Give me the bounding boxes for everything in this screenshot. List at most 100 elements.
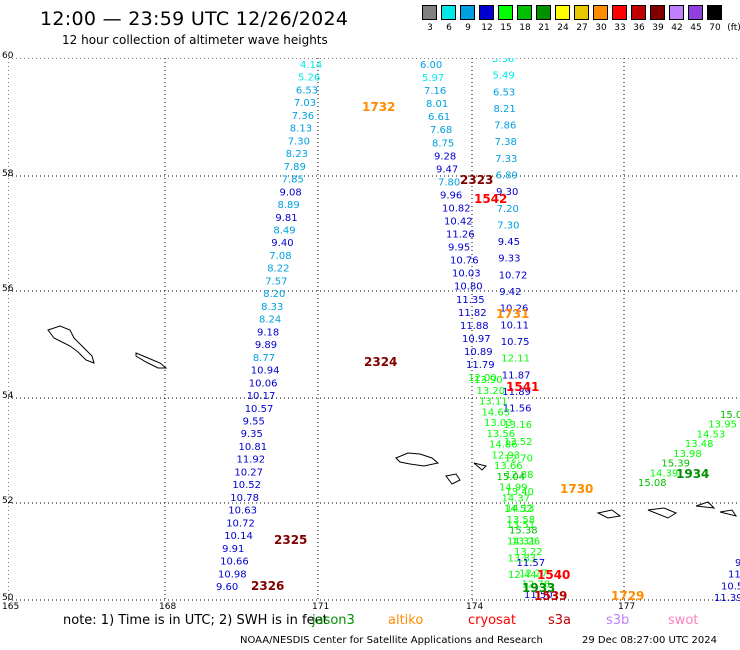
- wave-reading: 6.61: [428, 112, 450, 123]
- legend-swatch: [479, 5, 494, 20]
- wave-reading: 10.5: [721, 581, 740, 592]
- wave-reading: 8.89: [278, 200, 300, 211]
- wave-reading: 9.45: [498, 237, 520, 248]
- wave-reading: 7.86: [494, 121, 516, 132]
- wave-reading: 5.49: [493, 71, 515, 82]
- wave-reading: 7.03: [294, 98, 316, 109]
- wave-reading: 10.81: [239, 442, 268, 453]
- wave-reading: 14.37: [502, 493, 531, 504]
- wave-reading: 13.03: [484, 418, 513, 429]
- legend-label: 42: [671, 23, 683, 33]
- island-outline: [445, 473, 461, 485]
- wave-reading: 13.98: [673, 449, 702, 460]
- pass-time-label: 2323: [460, 173, 493, 187]
- pass-time-label: 1542: [474, 192, 507, 206]
- wave-reading: 7.20: [497, 204, 519, 215]
- wave-reading: 9.42: [499, 287, 521, 298]
- wave-reading: 10.72: [499, 270, 528, 281]
- wave-reading: 9.08: [280, 187, 302, 198]
- wave-reading: 13.20: [477, 386, 506, 397]
- wave-reading: 8.22: [267, 264, 289, 275]
- wave-reading: 15.39: [661, 459, 690, 470]
- wave-reading: 13.66: [494, 461, 523, 472]
- wave-reading: 10.78: [230, 493, 259, 504]
- legend-swatch: [574, 5, 589, 20]
- wave-reading: 10.82: [442, 204, 471, 215]
- wave-reading: 10.66: [220, 557, 249, 568]
- map-subtitle: 12 hour collection of altimeter wave hei…: [62, 33, 328, 47]
- wave-reading: 15.0: [720, 410, 740, 421]
- wave-reading: 13.58: [507, 515, 536, 526]
- graticule: [8, 58, 740, 601]
- legend-swatch: [517, 5, 532, 20]
- legend-label: 9: [465, 23, 471, 33]
- wave-reading: 9.96: [440, 190, 462, 201]
- wave-reading: 14.53: [697, 429, 726, 440]
- wave-reading: 11.89: [502, 387, 531, 398]
- legend-swatch: [593, 5, 608, 20]
- wave-reading: 7.68: [430, 125, 452, 136]
- wave-reading: 9.18: [257, 327, 279, 338]
- wave-reading: 7.33: [495, 154, 517, 165]
- satellite-name: altiko: [388, 613, 424, 628]
- legend-label: 70: [709, 23, 721, 33]
- pass-time-label: 1540: [537, 568, 570, 582]
- lat-label: 60: [2, 51, 14, 61]
- wave-reading: 10.42: [444, 217, 473, 228]
- wave-reading: 14.39: [650, 468, 679, 479]
- legend-label: 39: [652, 23, 664, 33]
- wave-reading: 10.52: [232, 480, 261, 491]
- legend-swatch: [650, 5, 665, 20]
- pass-time-label: 1541: [506, 380, 539, 394]
- wave-reading: 7.08: [269, 251, 291, 262]
- wave-reading: 10.89: [464, 347, 493, 358]
- pass-time-label: 2326: [251, 579, 284, 593]
- map-title: 12:00 — 23:59 UTC 12/26/2024: [40, 8, 349, 30]
- wave-reading: 9.95: [448, 243, 470, 254]
- legend-label: 6: [446, 23, 452, 33]
- wave-reading: 7.30: [497, 221, 519, 232]
- pass-time-label: 1933: [522, 581, 555, 595]
- wave-reading: 11.87: [502, 370, 531, 381]
- wave-reading: 9.89: [255, 340, 277, 351]
- wave-reading: 12.27: [519, 569, 548, 580]
- wave-reading: 8.13: [290, 124, 312, 135]
- wave-reading: 15.38: [509, 526, 538, 537]
- wave-reading: 11.88: [460, 321, 489, 332]
- island-outline: [596, 509, 622, 519]
- wave-reading: 11.35: [456, 295, 485, 306]
- legend-label: 21: [538, 23, 550, 33]
- wave-reading: 11.82: [458, 308, 487, 319]
- wave-reading: 8.23: [286, 149, 308, 160]
- wave-reading: 7.16: [424, 86, 446, 97]
- wave-reading: 12.93: [492, 450, 521, 461]
- wave-reading: 9: [735, 558, 740, 569]
- legend-swatch: [669, 5, 684, 20]
- wave-reading: 7.80: [438, 177, 460, 188]
- wave-reading: 14.99: [499, 483, 528, 494]
- wave-reading: 10.17: [247, 391, 276, 402]
- wave-reading: 7.38: [495, 137, 517, 148]
- wave-reading: 8.20: [263, 289, 285, 300]
- wave-reading: 10.63: [228, 506, 257, 517]
- wave-reading: 15.08: [638, 478, 667, 489]
- pass-time-label: 1729: [611, 589, 644, 603]
- wave-reading: 13.16: [503, 420, 532, 431]
- wave-reading: 12.78: [522, 579, 551, 590]
- wave-reading: 5.97: [422, 73, 444, 84]
- pass-time-label: 1539: [534, 589, 567, 603]
- wave-reading: 11.57: [517, 558, 546, 569]
- lat-label: 50: [2, 593, 14, 603]
- wave-reading: 11.56: [503, 404, 532, 415]
- wave-reading: 13.52: [504, 437, 533, 448]
- wave-reading: 11.39: [714, 593, 740, 603]
- satellite-name: s3b: [606, 613, 630, 628]
- island-outline: [395, 452, 440, 467]
- wave-reading: 9.55: [243, 417, 265, 428]
- wave-reading: 10.26: [500, 304, 529, 315]
- wave-reading: 7.85: [282, 175, 304, 186]
- legend-swatch: [441, 5, 456, 20]
- legend-label: 24: [557, 23, 569, 33]
- wave-reading: 4.14: [300, 60, 322, 71]
- lat-label: 54: [2, 391, 14, 401]
